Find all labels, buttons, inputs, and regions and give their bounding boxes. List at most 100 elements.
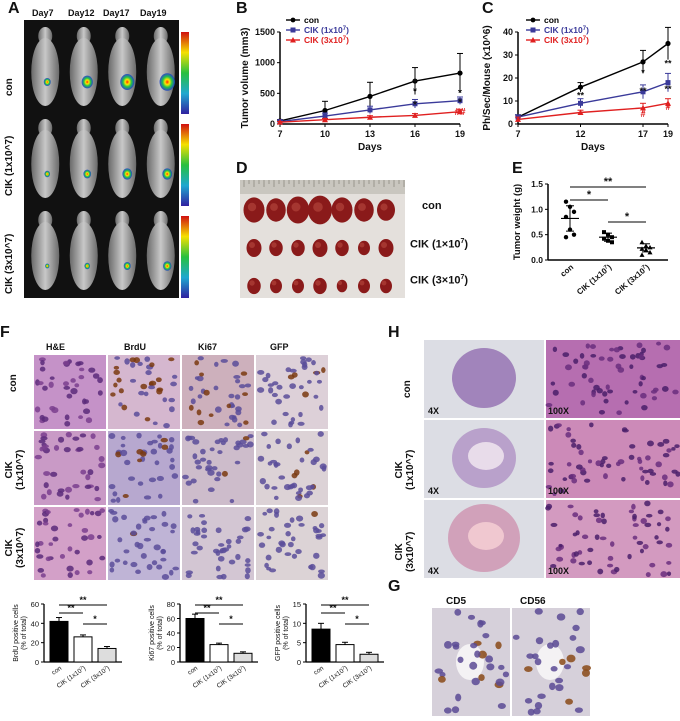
bar — [185, 618, 205, 663]
nucleus — [171, 374, 178, 379]
nucleus — [615, 363, 622, 370]
nucleus — [455, 693, 462, 702]
nucleus — [262, 511, 268, 516]
nucleus — [641, 404, 648, 411]
magnification-high: 100X — [548, 566, 569, 576]
nucleus — [57, 436, 65, 443]
ihc-col-he: H&E — [46, 342, 66, 352]
nucleus — [607, 389, 614, 394]
mouse-body — [146, 38, 175, 106]
positive-nucleus — [110, 392, 116, 397]
nucleus — [316, 379, 322, 384]
data-point — [639, 246, 645, 251]
positive-nucleus — [199, 372, 204, 377]
nucleus — [194, 526, 201, 533]
luminescence-signal — [43, 78, 51, 86]
tumor-highlight — [359, 242, 365, 248]
nucleus — [282, 411, 289, 417]
legend-label: CIK (3x107) — [304, 35, 349, 45]
nucleus — [595, 517, 603, 524]
nucleus — [78, 374, 85, 380]
nucleus — [672, 389, 679, 395]
nucleus — [190, 478, 197, 484]
positive-nucleus — [118, 388, 124, 394]
tumor-highlight — [293, 242, 299, 248]
data-point — [457, 98, 463, 104]
nucleus — [321, 465, 327, 472]
data-point — [640, 104, 646, 111]
nucleus — [562, 352, 570, 358]
legend-marker — [530, 27, 536, 33]
legend-marker — [290, 27, 296, 33]
nucleus — [318, 404, 324, 411]
nucleus — [289, 368, 297, 373]
nucleus — [43, 471, 51, 476]
nucleus — [482, 633, 490, 639]
nucleus — [257, 370, 265, 375]
nucleus — [52, 536, 59, 542]
significance-mark: ** — [604, 176, 613, 188]
data-point — [578, 100, 583, 106]
tumor-highlight — [358, 203, 366, 211]
x-tick-label: CIK (1x107) — [575, 262, 613, 296]
nucleus — [594, 534, 600, 540]
y-axis-label: Tumor weight (g) — [512, 184, 523, 260]
nucleus — [135, 569, 141, 574]
tumor — [291, 239, 305, 257]
nucleus — [271, 419, 277, 425]
nucleus — [84, 508, 90, 515]
nucleus — [267, 461, 273, 466]
nucleus — [632, 513, 637, 520]
nucleus — [236, 535, 244, 540]
nucleus — [50, 471, 58, 477]
nucleus — [133, 411, 140, 417]
nucleus — [555, 546, 562, 552]
nucleus — [49, 405, 56, 411]
nucleus — [109, 561, 115, 568]
nucleus — [99, 555, 106, 561]
ihc-grid — [34, 355, 328, 580]
data-point — [457, 70, 463, 76]
nucleus — [234, 460, 241, 465]
nucleus — [94, 497, 102, 502]
nucleus — [667, 481, 674, 488]
data-point — [639, 239, 645, 245]
nucleus — [571, 442, 577, 448]
nucleus — [645, 513, 653, 518]
nucleus — [498, 664, 505, 670]
y-tick-label: 5 — [297, 639, 301, 648]
y-tick-label: 10 — [293, 619, 301, 628]
nucleus — [97, 390, 103, 396]
nucleus — [629, 364, 634, 370]
nucleus — [628, 454, 635, 460]
data-point — [412, 101, 418, 107]
magnification-low: 4X — [428, 486, 439, 496]
nucleus — [534, 658, 542, 666]
nucleus — [610, 541, 615, 547]
positive-nucleus — [188, 404, 194, 411]
y-tick-label: 0 — [508, 119, 513, 129]
x-tick-label: 10 — [320, 129, 330, 139]
y-axis-label: Ph/Sec/Mouse (x10^6) — [482, 25, 493, 130]
nucleus — [41, 416, 49, 422]
nucleus — [87, 534, 95, 541]
nucleus — [72, 483, 80, 489]
micrograph-tile — [108, 431, 180, 505]
data-point — [457, 108, 463, 115]
nucleus — [117, 537, 123, 543]
nucleus — [63, 381, 70, 387]
tumor-highlight — [315, 242, 321, 248]
nucleus — [614, 566, 620, 573]
tumor — [380, 278, 392, 294]
nucleus — [298, 385, 304, 390]
chart-e-tumor-weight: 0.0 0.5 1.0 1.5 Tumor weight (g) con CIK (1x10… — [512, 176, 668, 297]
nucleus — [161, 521, 169, 527]
tumor-highlight — [270, 203, 278, 211]
nucleus — [285, 531, 291, 537]
positive-nucleus — [304, 450, 310, 455]
mouse-body — [31, 130, 60, 198]
data-point — [577, 84, 584, 90]
tumor-highlight — [271, 280, 277, 286]
nucleus — [63, 385, 71, 390]
nucleus — [234, 394, 241, 400]
